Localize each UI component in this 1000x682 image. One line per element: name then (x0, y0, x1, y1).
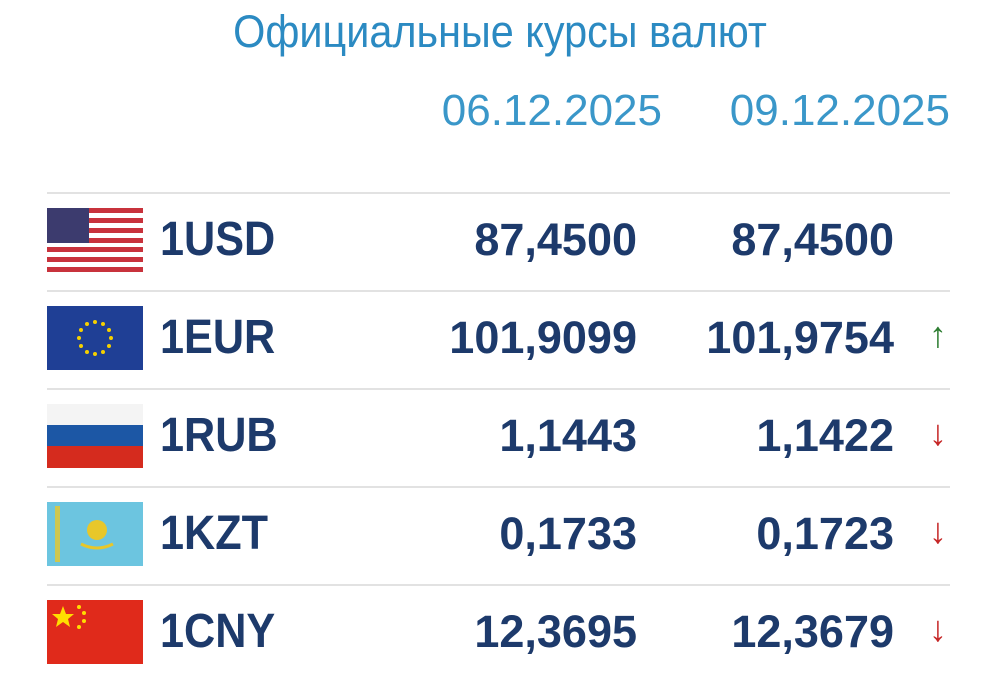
title: Официальные курсы валют (233, 6, 767, 57)
rate: 0,1723 (756, 508, 894, 559)
rate: 87,4500 (731, 214, 894, 265)
date: 09.12.2025 (729, 86, 950, 135)
rate: 87,4500 (474, 214, 637, 265)
row: 1USD 87,4500 87,4500 (0, 192, 1000, 290)
trend-arrow: ↑ (929, 314, 947, 355)
currency: 1KZT (160, 507, 268, 560)
flag-kazakhstan (47, 502, 143, 566)
separator (47, 486, 950, 488)
currency: 1CNY (160, 605, 276, 658)
currency: 1RUB (160, 409, 278, 462)
rate: 101,9754 (706, 312, 894, 363)
row: 1EUR 101,9099 101,9754 ↑ (0, 290, 1000, 388)
rate: 1,1443 (499, 410, 637, 461)
flag-china (47, 600, 143, 664)
separator (47, 290, 950, 292)
row: 1KZT 0,1733 0,1723 ↓ (0, 486, 1000, 584)
rate: 12,3679 (731, 606, 894, 657)
rate: 101,9099 (449, 312, 637, 363)
trend-arrow: ↓ (929, 510, 947, 551)
row: 1RUB 1,1443 1,1422 ↓ (0, 388, 1000, 486)
rate: 1,1422 (756, 410, 894, 461)
flag-russia (47, 404, 143, 468)
flag-usa (47, 208, 143, 272)
separator (47, 584, 950, 586)
currency: 1EUR (160, 311, 276, 364)
separator (47, 192, 950, 194)
separator (47, 388, 950, 390)
date: 06.12.2025 (441, 86, 662, 135)
row: 1CNY 12,3695 12,3679 ↓ (0, 584, 1000, 682)
trend-arrow: ↓ (929, 412, 947, 453)
trend-arrow: ↓ (929, 608, 947, 649)
currency: 1USD (160, 213, 276, 266)
rate: 0,1733 (499, 508, 637, 559)
flag-eu (47, 306, 143, 370)
rate: 12,3695 (474, 606, 637, 657)
